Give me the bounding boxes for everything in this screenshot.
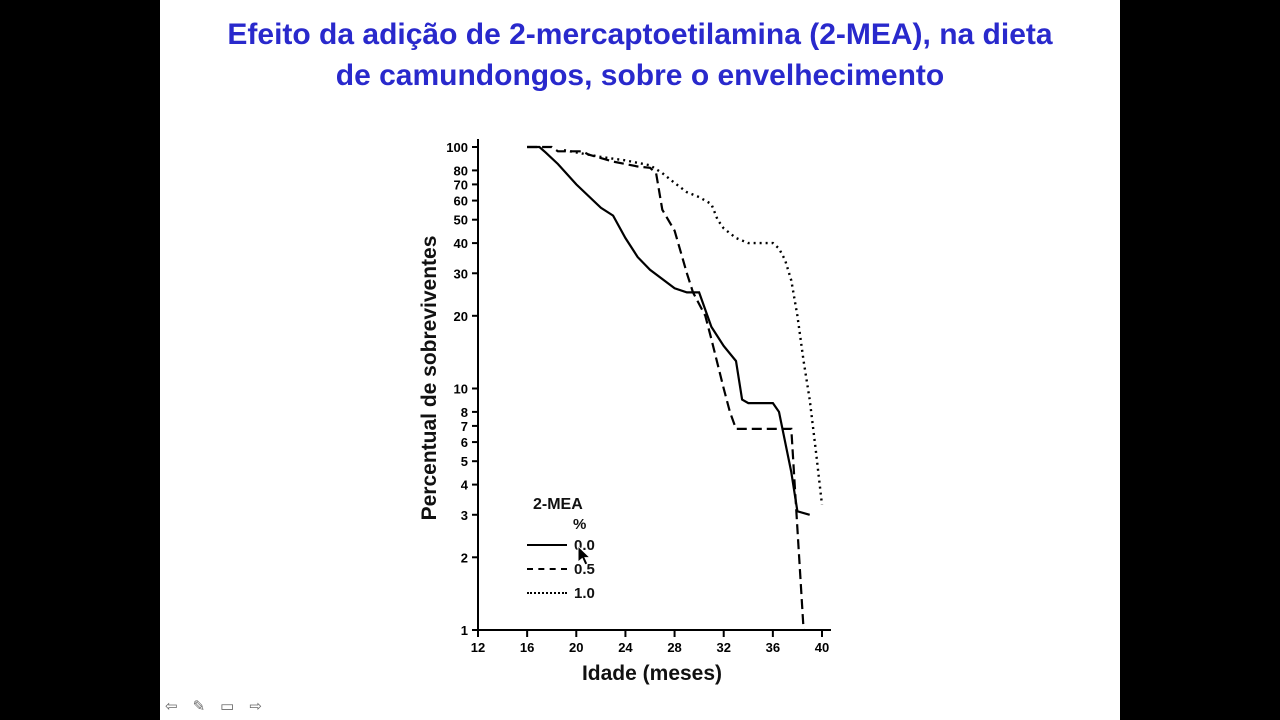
pen-icon[interactable]: ✎ xyxy=(192,698,206,715)
legend-label-dotted: 1.0 xyxy=(574,584,595,602)
x-tick-label: 12 xyxy=(471,640,485,655)
y-tick-label: 5 xyxy=(461,454,468,469)
y-tick-label: 80 xyxy=(454,163,468,178)
legend-entry-dotted: 1.0 xyxy=(527,581,595,605)
series-line-0.0 xyxy=(527,145,811,516)
y-tick-label: 3 xyxy=(461,508,468,523)
y-tick-label: 30 xyxy=(454,266,468,281)
x-tick-label: 40 xyxy=(815,640,829,655)
dotted-line-icon xyxy=(527,592,567,594)
y-tick-label: 100 xyxy=(446,140,468,155)
x-tick-label: 16 xyxy=(520,640,534,655)
y-tick-label: 2 xyxy=(461,550,468,565)
y-tick-label: 20 xyxy=(454,309,468,324)
solid-line-icon xyxy=(527,544,567,546)
dashed-line-icon xyxy=(527,568,567,570)
y-tick-label: 7 xyxy=(461,419,468,434)
y-tick-label: 40 xyxy=(454,236,468,251)
y-tick-label: 50 xyxy=(454,213,468,228)
chart-legend: 2-MEA % 0.0 0.5 1.0 xyxy=(527,496,595,605)
y-tick-label: 70 xyxy=(454,177,468,192)
x-tick-label: 32 xyxy=(716,640,730,655)
legend-title: 2-MEA xyxy=(533,496,583,513)
y-tick-label: 1 xyxy=(461,623,468,638)
legend-entry-dashed: 0.5 xyxy=(527,557,595,581)
slide xyxy=(160,0,1120,720)
legend-label-dashed: 0.5 xyxy=(574,560,595,578)
x-axis-label: Idade (meses) xyxy=(581,662,723,685)
y-tick-label: 10 xyxy=(454,382,468,397)
series-line-1.0 xyxy=(563,149,824,505)
y-tick-label: 4 xyxy=(461,478,469,493)
x-tick-label: 20 xyxy=(569,640,583,655)
y-tick-label: 6 xyxy=(461,435,468,450)
forward-icon[interactable]: ⇨ xyxy=(249,698,262,715)
x-tick-label: 36 xyxy=(766,640,780,655)
y-tick-label: 8 xyxy=(461,405,468,420)
legend-unit: % xyxy=(573,516,587,533)
x-tick-label: 28 xyxy=(667,640,681,655)
back-icon[interactable]: ⇦ xyxy=(165,698,178,715)
presenter-controls: ⇦ ✎ ▭ ⇨ xyxy=(165,699,262,714)
series-line-0.5 xyxy=(527,145,805,631)
x-tick-label: 24 xyxy=(618,640,633,655)
mouse-cursor xyxy=(577,545,592,566)
slide-title-line2: de camundongos, sobre o envelhecimento xyxy=(335,59,945,92)
y-tick-label: 60 xyxy=(454,194,468,209)
y-axis-label: Percentual de sobreviventes xyxy=(418,235,441,521)
slide-title: Efeito da adição de 2-mercaptoetilamina … xyxy=(160,14,1120,96)
slide-menu-icon[interactable]: ▭ xyxy=(220,698,235,715)
slide-title-line1: Efeito da adição de 2-mercaptoetilamina … xyxy=(227,18,1053,51)
